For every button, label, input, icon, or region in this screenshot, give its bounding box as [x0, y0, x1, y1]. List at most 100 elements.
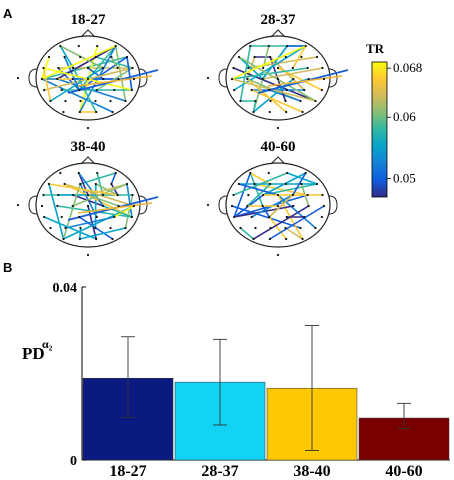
colorbar-tick-label-0: 0.068 [393, 60, 422, 75]
connection-line [268, 194, 294, 218]
electrode-dot [116, 193, 119, 197]
electrode-dot [314, 99, 317, 103]
electrode-dot [102, 77, 105, 81]
electrode-dot [286, 44, 289, 48]
reference-dot [276, 126, 280, 130]
y-axis-label-superscript: α₂ [42, 337, 53, 351]
electrode-dot [86, 77, 90, 81]
tr-colorbar: TR 0.068 0.06 0.05 [366, 41, 422, 198]
left-ear [218, 195, 228, 215]
electrode-dot [72, 66, 75, 70]
connection-line [77, 75, 153, 87]
electrode-dot [252, 237, 255, 241]
right-ear [328, 68, 338, 88]
x-tick-label-28-37: 28-37 [201, 463, 238, 480]
electrode-dot [237, 182, 241, 186]
electrode-dot [261, 77, 264, 81]
electrode-dot [110, 55, 113, 59]
connection-line [231, 78, 317, 102]
electrode-dot [267, 171, 270, 175]
electrode-dot [322, 204, 326, 208]
electrode-dot [42, 66, 45, 70]
electrode-dot [268, 110, 271, 114]
connection-line [87, 194, 120, 207]
electrode-dot [247, 66, 250, 70]
connection-line [232, 172, 289, 196]
electrode-dot [125, 55, 129, 59]
connection-line [261, 205, 271, 218]
electrode-dot [321, 66, 324, 70]
electrode-dot [102, 204, 105, 208]
electrode-dot [285, 237, 288, 241]
left-ear [218, 68, 228, 88]
electrode-dot [43, 88, 46, 92]
connection-line [102, 205, 133, 218]
nose [270, 29, 286, 38]
electrode-dot [63, 182, 66, 186]
electrode-dot [292, 77, 295, 81]
electrode-dot [78, 88, 81, 92]
electrode-dot [96, 171, 99, 175]
electrode-dot [269, 55, 272, 59]
electrode-dot [117, 77, 120, 81]
electrode-dot [300, 55, 303, 59]
connection-line [42, 67, 52, 102]
colorbar-tick-label-1: 0.06 [393, 109, 416, 124]
x-tick-label-38-40: 38-40 [293, 463, 330, 480]
electrode-dot [276, 193, 280, 197]
electrode-dot [130, 88, 133, 92]
electrode-dot [60, 215, 63, 219]
electrode-dot [301, 110, 304, 114]
electrode-dot [306, 66, 309, 70]
nose [80, 29, 96, 38]
electrode-dot [250, 88, 253, 92]
electrode-dot [301, 237, 304, 241]
electrode-dot [109, 99, 112, 103]
connection-line [268, 216, 287, 240]
connection-line [126, 183, 133, 218]
electrode-dot [57, 193, 60, 197]
electrode-dot [113, 88, 116, 92]
electrode-dot [117, 204, 120, 208]
electrode-dot [246, 77, 249, 81]
electrode-dot [320, 88, 323, 92]
electrode-dot [64, 226, 67, 230]
electrode-dot [284, 99, 287, 103]
electrode-dot [254, 99, 257, 103]
electrode-dot [307, 204, 310, 208]
electrode-dot [247, 193, 250, 197]
connection-line [113, 205, 135, 218]
electrode-dot [304, 44, 307, 48]
connection-line [79, 227, 82, 240]
topomap-title-0: 18-27 [71, 12, 106, 28]
electrode-dot [42, 193, 45, 197]
connection-line [292, 172, 307, 196]
electrode-dot [47, 55, 51, 59]
right-ear [138, 68, 148, 88]
electrode-dot [131, 193, 134, 197]
electrode-dot [101, 66, 104, 70]
electrode-dot [71, 204, 74, 208]
electrode-dot [249, 44, 252, 48]
connection-line [78, 45, 117, 91]
connection-line [292, 45, 307, 69]
connection-line [238, 183, 279, 196]
electrode-dot [86, 204, 90, 208]
x-ticks: 18-27 28-37 38-40 40-60 [109, 463, 422, 480]
electrode-dot [79, 182, 82, 186]
connection-line [124, 194, 134, 229]
connection-line [114, 45, 127, 102]
electrode-dot [109, 226, 112, 230]
electrode-dot [306, 193, 309, 197]
electrode-dot [62, 110, 65, 114]
electrode-dot [56, 204, 59, 208]
electrode-dot [233, 215, 236, 219]
connection-line [41, 78, 114, 113]
colorbar-tick-label-2: 0.05 [393, 171, 416, 186]
electrode-dot [285, 110, 288, 114]
electrode-dot [321, 193, 324, 197]
connection-line [48, 183, 65, 240]
topomap-title-3: 40-60 [261, 139, 296, 155]
y-tick-label-1: 0.04 [53, 281, 78, 296]
electrode-dot [78, 110, 81, 114]
